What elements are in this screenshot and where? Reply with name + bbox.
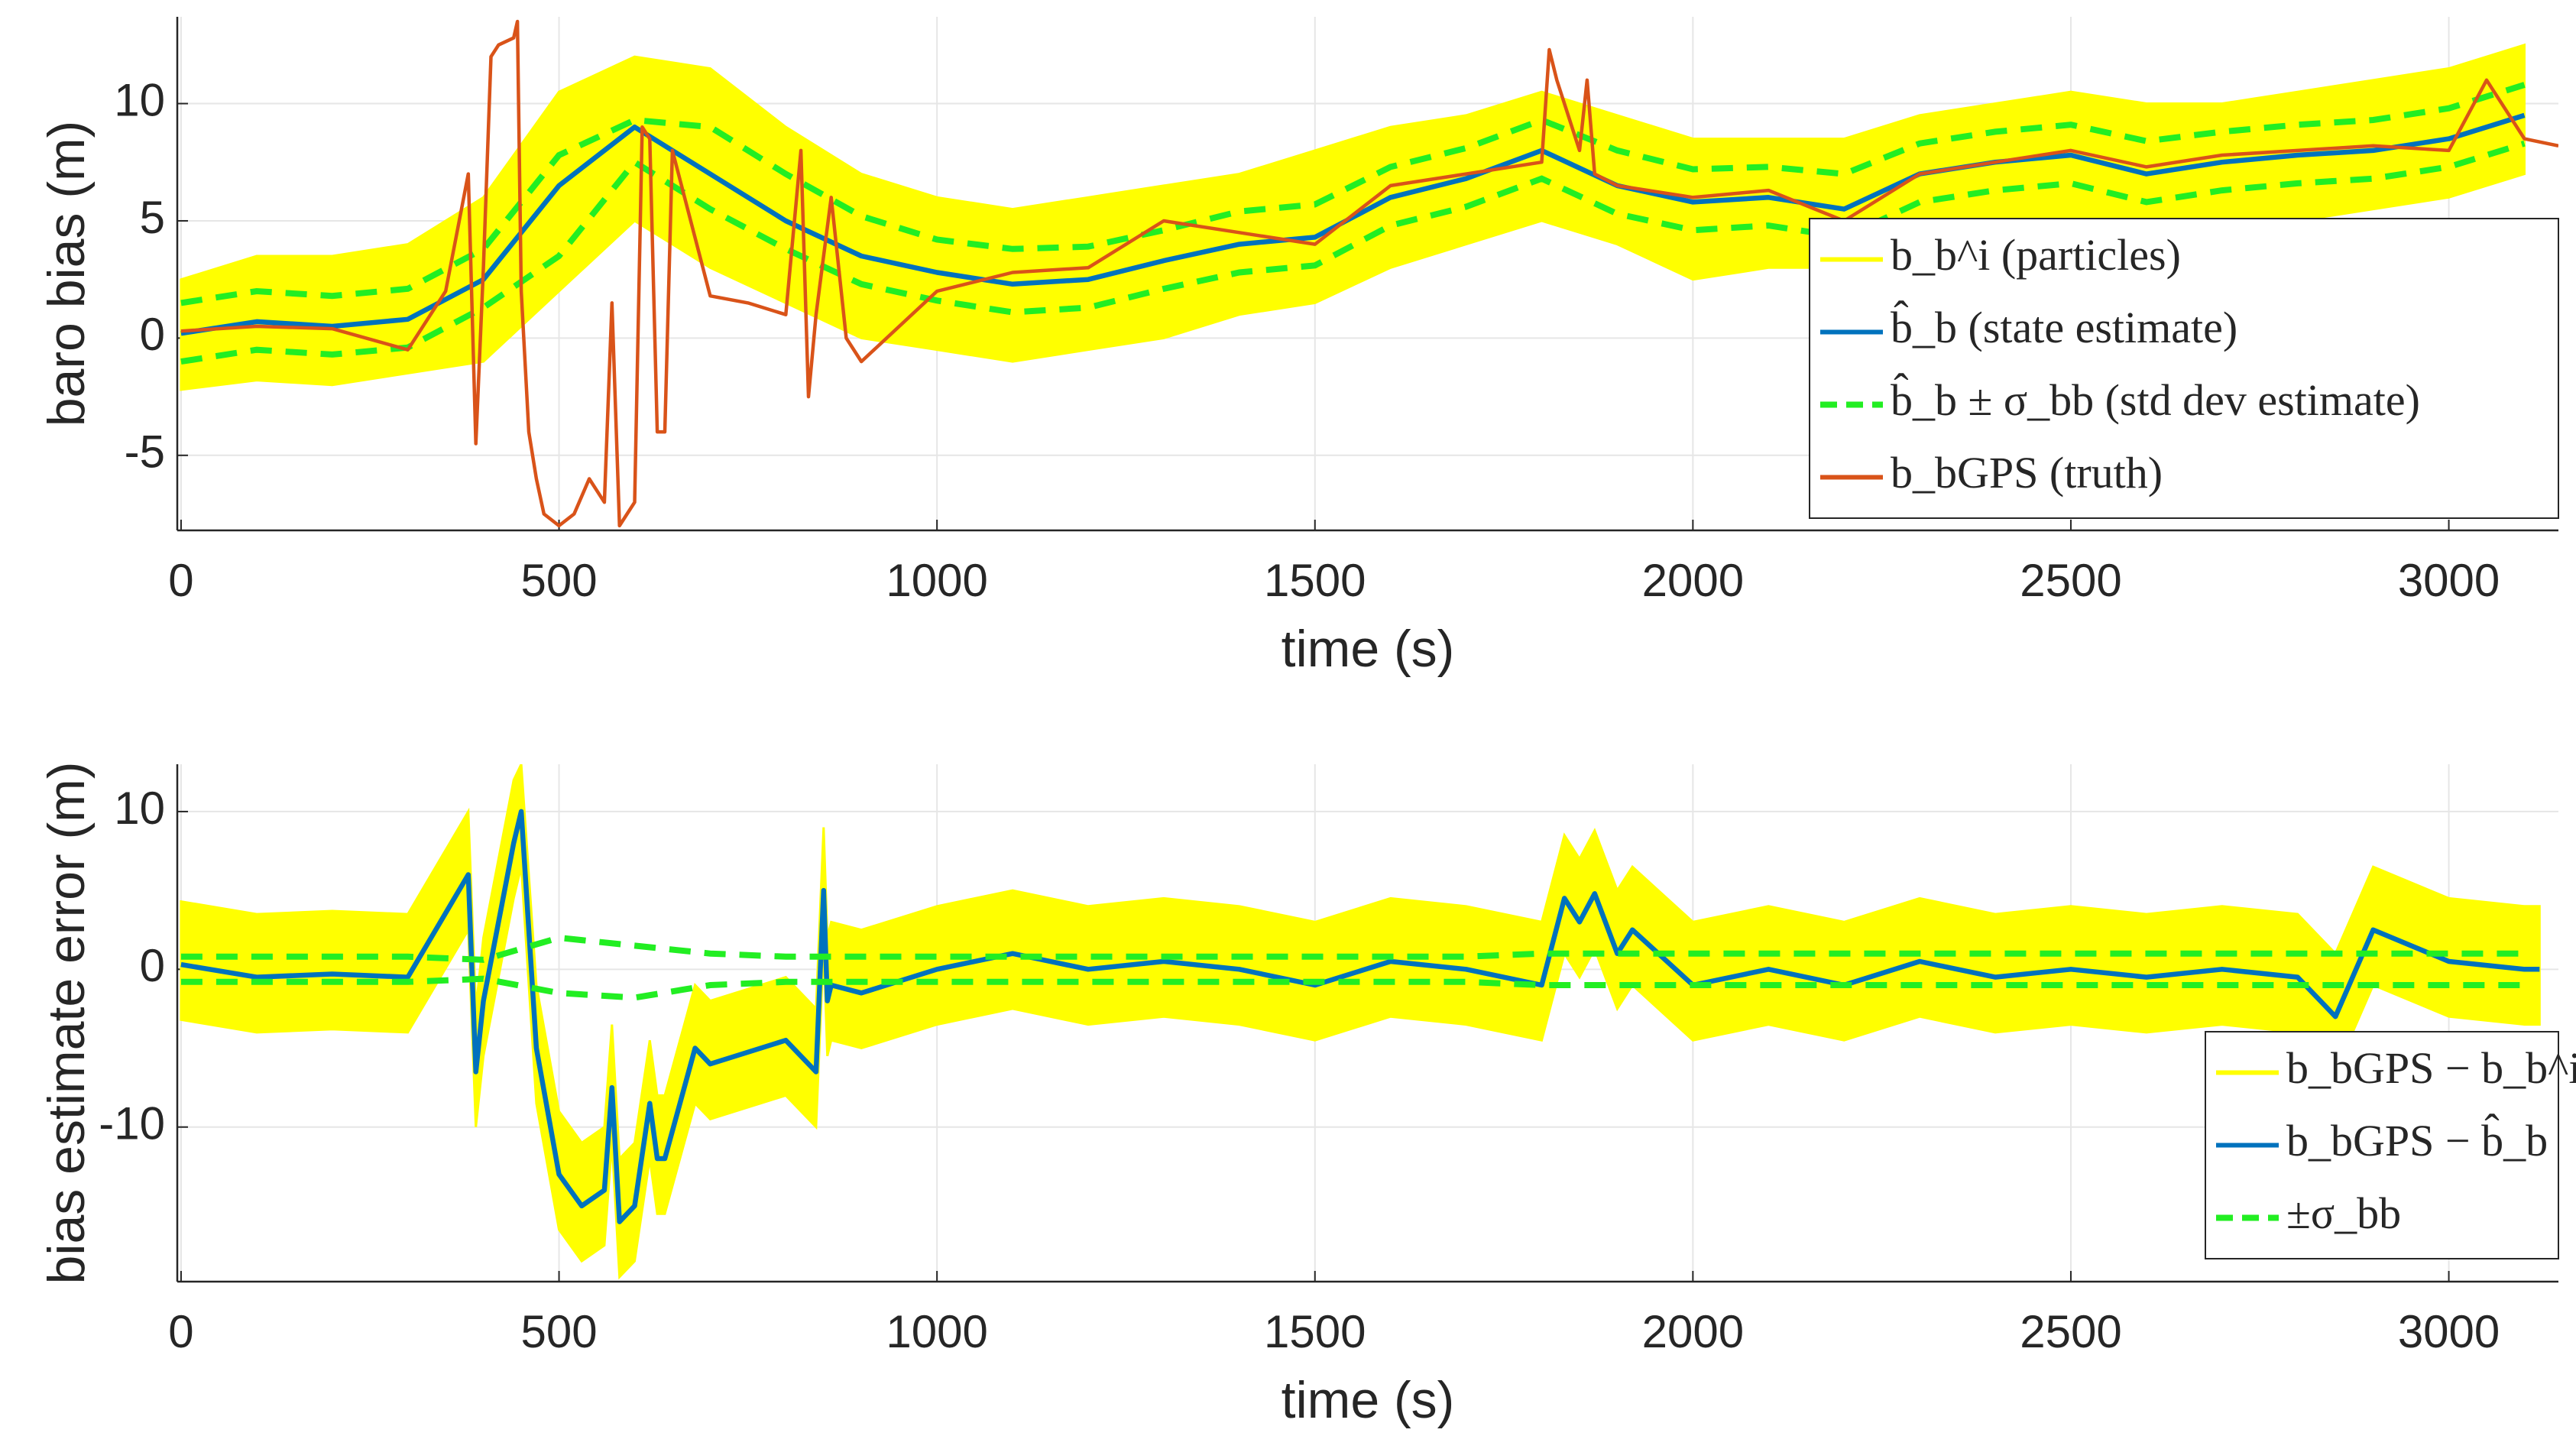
x-tick-label: 0 — [168, 1306, 193, 1357]
axes: 0 500 1000 1500 2000 2500 3000 -10 0 10 time (s) bi… — [37, 762, 2558, 1429]
x-tick-label: 2000 — [1642, 1306, 1744, 1357]
x-tick-label: 2000 — [1642, 555, 1744, 606]
x-tick-label: 0 — [168, 555, 193, 606]
legend: b_bGPS − b_b^i b_bGPS − b̂_b ±σ_bb — [2205, 1031, 2576, 1259]
legend-label: b̂_b (state estimate) — [1891, 301, 2237, 352]
legend-label: b_b^i (particles) — [1891, 230, 2181, 280]
plot-lines — [180, 764, 2541, 1280]
legend-label: b_bGPS (truth) — [1891, 448, 2163, 498]
series-line — [180, 809, 2540, 1224]
y-tick-label: 10 — [114, 783, 165, 834]
plot-lines — [180, 19, 2558, 528]
y-axis-label: bias estimate error (m) — [37, 762, 96, 1285]
std-bound-line — [180, 140, 2526, 365]
std-bound-line — [180, 934, 2525, 963]
y-tick-label: -5 — [125, 426, 165, 478]
y-tick-label: 0 — [140, 309, 165, 360]
std-bound-line — [180, 975, 2525, 1001]
x-tick-label: 500 — [520, 555, 597, 606]
x-axis-label: time (s) — [1282, 1371, 1455, 1429]
y-tick-label: 5 — [140, 192, 165, 243]
y-tick-label: -10 — [99, 1098, 165, 1149]
x-tick-label: 2500 — [2020, 555, 2121, 606]
x-tick-label: 1000 — [886, 555, 987, 606]
y-tick-label: 0 — [140, 940, 165, 991]
particle-band — [180, 764, 2541, 1280]
x-tick-label: 2500 — [2020, 1306, 2121, 1357]
x-tick-label: 1500 — [1264, 1306, 1366, 1357]
x-axis-label: time (s) — [1282, 620, 1455, 678]
y-tick-label: 10 — [114, 74, 165, 125]
x-tick-label: 1000 — [886, 1306, 987, 1357]
x-tick-label: 3000 — [2398, 1306, 2500, 1357]
y-axis-label: baro bias (m) — [37, 121, 96, 427]
legend-label: b_bGPS − b̂_b — [2286, 1114, 2548, 1165]
legend-label: b̂_b ± σ_bb (std dev estimate) — [1891, 374, 2420, 425]
legend-label: b_bGPS − b_b^i — [2286, 1043, 2576, 1093]
x-tick-label: 3000 — [2398, 555, 2500, 606]
x-tick-label: 500 — [520, 1306, 597, 1357]
legend-box — [1809, 218, 2559, 519]
series-line — [180, 112, 2526, 336]
x-tick-label: 1500 — [1264, 555, 1366, 606]
legend-label: ±σ_bb — [2286, 1188, 2401, 1238]
legend: b_b^i (particles) b̂_b (state estimate) b̂… — [1809, 218, 2559, 519]
std-bound-line — [180, 82, 2526, 306]
